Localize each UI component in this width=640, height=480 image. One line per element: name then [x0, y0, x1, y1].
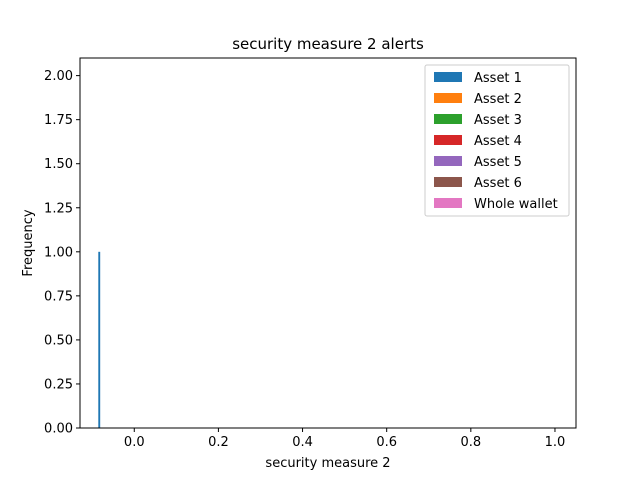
legend-label: Asset 5: [474, 155, 522, 170]
y-tick-label: 0.50: [44, 333, 73, 348]
axes-border: [79, 57, 577, 429]
histogram-bar: [98, 251, 101, 428]
y-tick-label: 2.00: [44, 69, 73, 84]
y-tick-label: 0.75: [44, 289, 73, 304]
chart-title: security measure 2 alerts: [232, 35, 424, 53]
legend-swatch: [434, 198, 462, 208]
y-tick-label: 0.00: [44, 422, 73, 437]
x-tick-label: 1.0: [545, 435, 566, 450]
x-tick-label: 0.0: [124, 435, 145, 450]
x-tick-label: 0.4: [292, 435, 313, 450]
axes-frame: [79, 57, 577, 429]
y-tick-label: 1.25: [44, 201, 73, 216]
x-tick-label: 0.8: [460, 435, 481, 450]
x-axis-ticks: 0.0 0.2 0.4 0.6 0.8 1.0: [124, 428, 565, 450]
x-tick-label: 0.2: [208, 435, 229, 450]
legend-label: Asset 4: [474, 134, 522, 149]
y-tick-label: 1.50: [44, 157, 73, 172]
x-axis-label: security measure 2: [265, 456, 390, 471]
legend: Asset 1 Asset 2 Asset 3 Asset 4 Asset 5 Asset…: [424, 64, 570, 217]
legend-swatch: [434, 93, 462, 103]
y-tick-label: 0.25: [44, 377, 73, 392]
bars-layer: [98, 251, 101, 428]
legend-label: Asset 2: [474, 92, 522, 107]
y-tick-label: 1.00: [44, 245, 73, 260]
legend-label: Asset 3: [474, 113, 522, 128]
legend-label: Whole wallet: [474, 197, 558, 212]
legend-swatch: [434, 135, 462, 145]
legend-label: Asset 1: [474, 71, 522, 86]
legend-swatch: [434, 177, 462, 187]
legend-swatch: [434, 114, 462, 124]
y-tick-label: 1.75: [44, 113, 73, 128]
legend-label: Asset 6: [474, 176, 522, 191]
legend-swatch: [434, 156, 462, 166]
x-tick-label: 0.6: [376, 435, 397, 450]
y-axis-label: Frequency: [21, 209, 36, 276]
legend-swatch: [434, 72, 462, 82]
y-axis-ticks: 0.00 0.25 0.50 0.75 1.00 1.25 1.50 1.75 2.00: [44, 69, 80, 437]
